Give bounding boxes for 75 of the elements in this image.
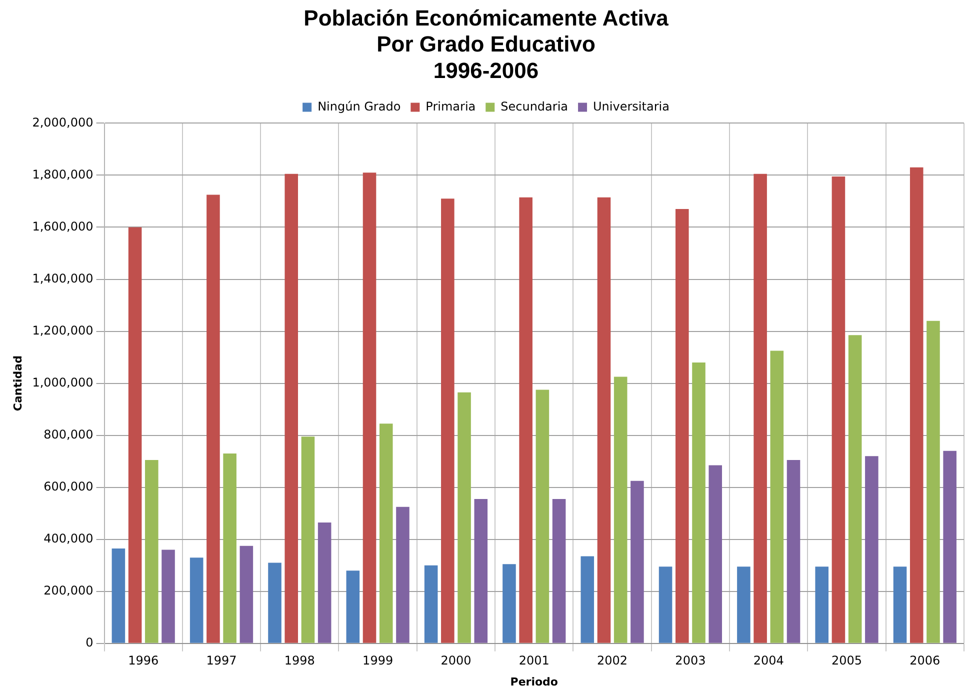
y-tick-label: 800,000 <box>44 427 94 442</box>
bar <box>737 566 750 643</box>
bar <box>396 506 410 643</box>
bar <box>362 172 376 643</box>
y-tick-label: 1,800,000 <box>32 167 94 182</box>
bar <box>458 392 471 643</box>
bar <box>268 562 282 643</box>
y-tick-label: 600,000 <box>44 479 94 494</box>
x-tick-label: 1998 <box>284 654 315 668</box>
y-tick-label: 1,200,000 <box>32 323 94 338</box>
y-tick-label: 1,400,000 <box>32 271 94 286</box>
x-axis-title: Periodo <box>510 675 558 688</box>
text: Por Grado Educativo <box>376 32 596 57</box>
x-tick-label: 2000 <box>440 654 472 668</box>
bar <box>284 174 298 643</box>
bar <box>910 167 924 643</box>
bar <box>708 465 722 643</box>
bar <box>692 362 706 643</box>
bar <box>301 436 315 643</box>
x-tick-label: 1997 <box>206 654 237 668</box>
bar <box>318 522 332 643</box>
bar <box>346 570 360 643</box>
legend-label: Primaria <box>426 99 476 114</box>
y-tick-label: 1,600,000 <box>32 219 94 234</box>
x-tick-label: 1996 <box>128 654 159 668</box>
bar <box>552 499 566 643</box>
x-tick-label: 2005 <box>831 654 862 668</box>
y-tick-label: 2,000,000 <box>32 115 94 130</box>
y-tick-label: 400,000 <box>44 531 94 546</box>
bar <box>943 450 956 643</box>
bar <box>536 390 550 643</box>
bar <box>424 565 438 643</box>
bar <box>379 424 393 643</box>
bar <box>112 548 126 643</box>
bar <box>658 566 672 643</box>
x-tick-label: 2006 <box>910 654 940 668</box>
x-tick-label: 2001 <box>518 654 550 668</box>
bar <box>162 550 175 643</box>
bar <box>865 456 878 643</box>
y-tick-label: 0 <box>86 636 94 650</box>
y-tick-label: 200,000 <box>44 584 94 598</box>
bar <box>630 480 644 643</box>
bar <box>770 350 784 643</box>
x-tick-label: 2004 <box>753 654 784 668</box>
bar <box>676 209 689 643</box>
bar <box>832 176 846 643</box>
bar <box>240 546 254 643</box>
bar <box>815 566 828 643</box>
bar <box>754 174 767 643</box>
x-tick-label: 2002 <box>597 654 628 668</box>
bar <box>206 194 220 643</box>
y-axis-title: Cantidad <box>11 356 24 412</box>
bar <box>145 460 158 643</box>
bar <box>441 198 454 643</box>
text: Población Económicamente Activa <box>304 5 668 30</box>
bar <box>848 335 862 643</box>
bar <box>926 320 940 643</box>
bar <box>128 227 142 643</box>
bar <box>223 454 236 643</box>
bar <box>580 556 594 643</box>
legend-label: Secundaria <box>500 99 568 114</box>
x-tick-label: 1999 <box>362 654 394 668</box>
legend-label: Ningún Grado <box>318 99 401 114</box>
text: 1996-2006 <box>433 58 539 84</box>
bar <box>502 564 516 643</box>
legend-label: Universitaria <box>593 99 670 114</box>
bar <box>893 566 907 643</box>
bar <box>614 376 628 643</box>
bar <box>474 499 488 643</box>
bar <box>519 197 532 643</box>
y-tick-label: 1,000,000 <box>32 375 94 390</box>
x-tick-label: 2003 <box>675 654 706 668</box>
bar <box>597 197 611 643</box>
bar <box>190 558 204 643</box>
bar <box>786 460 800 643</box>
